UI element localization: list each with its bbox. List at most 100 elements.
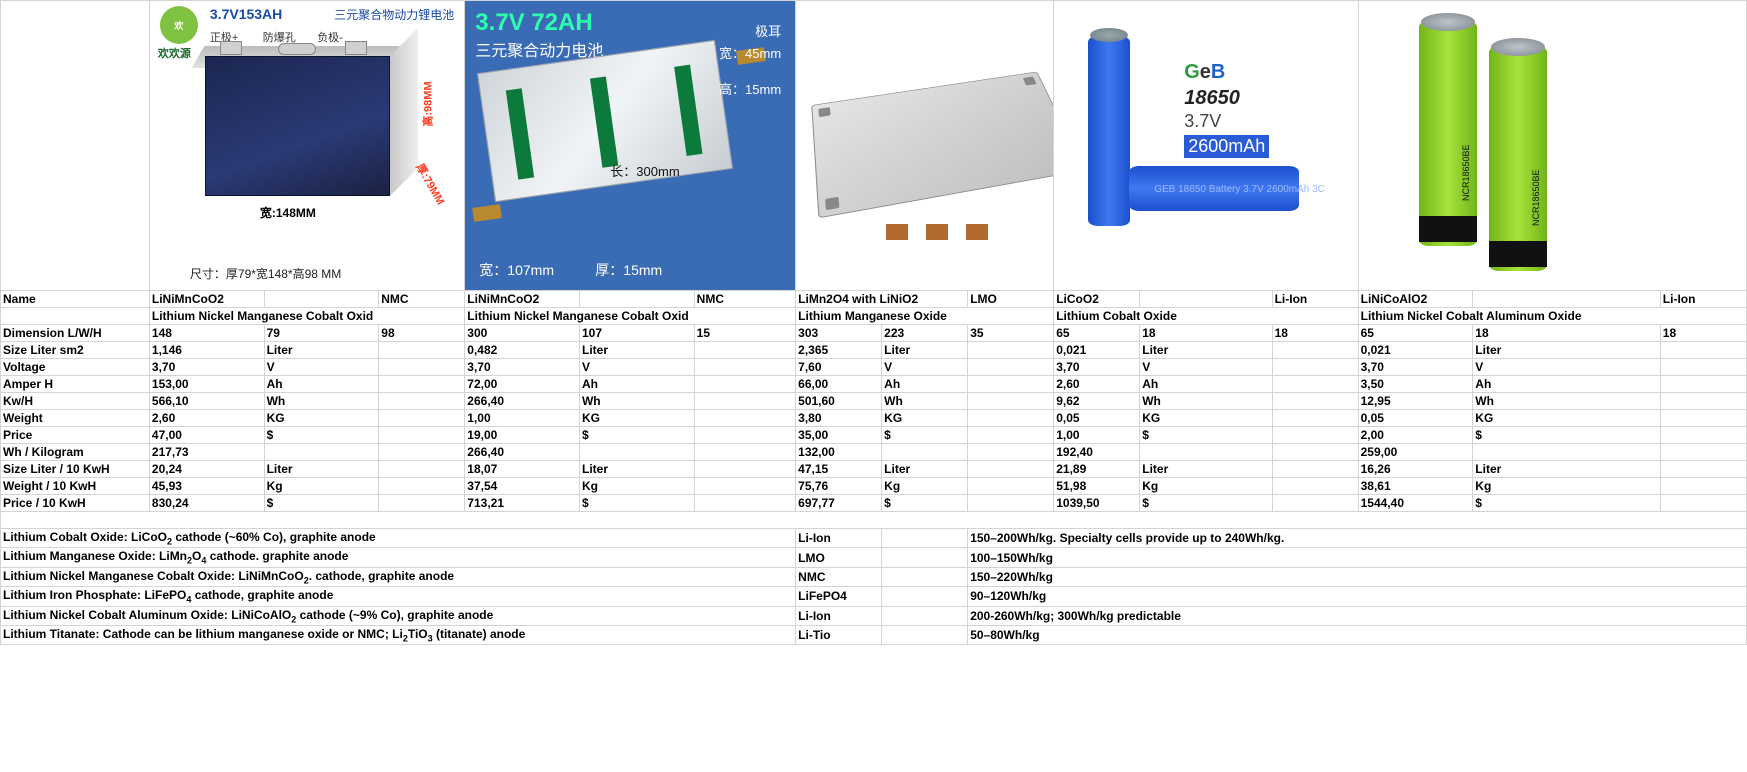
b2-ah-unit: Ah [882,376,968,393]
row-size: Size Liter sm21,146Liter0,482Liter2,365L… [1,342,1747,359]
b1-sl10: 18,07 [465,461,580,478]
p1-dim-h: 高:98MM [420,81,436,126]
b3-size-unit: Liter [1140,342,1272,359]
p1-title: 3.7V153AH [210,6,282,22]
b1-v-unit: V [579,359,694,376]
note-type-2: NMC [796,567,882,586]
b0-p10: 830,24 [149,495,264,512]
logo-text: 欢欢源 [158,45,191,61]
note-spec-3: 90–120Wh/kg [968,587,1747,606]
b4-kg-unit: KG [1473,410,1660,427]
b0-sl10-unit: Liter [264,461,379,478]
note-row-3: Lithium Iron Phosphate: LiFePO4 cathode,… [1,587,1747,606]
p4-cell-text: GEB 18650 Battery 3.7V 2600mAh 3C [1154,184,1325,195]
b1-kg-unit: KG [579,410,694,427]
b3-w10-unit: Kg [1140,478,1272,495]
b4-kg: 0,05 [1358,410,1473,427]
b3-w10: 51,98 [1054,478,1140,495]
b1-type: NMC [694,291,795,308]
b0-wh: 566,10 [149,393,264,410]
p2-foot-w: 宽：107mm [479,260,554,280]
b0-wh-unit: Wh [264,393,379,410]
row-price: Price47,00$19,00$35,00$1,00$2,00$ [1,427,1747,444]
b0-price-unit: $ [264,427,379,444]
note-spec-2: 150–220Wh/kg [968,567,1747,586]
b4-wh: 12,95 [1358,393,1473,410]
b1-chem: LiNiMnCoO2 [465,291,580,308]
b0-v-unit: V [264,359,379,376]
b4-p10: 1544,40 [1358,495,1473,512]
b4-ah: 3,50 [1358,376,1473,393]
row-w10: Weight / 10 KwH45,93Kg37,54Kg75,76Kg51,9… [1,478,1747,495]
p2-tab-h: 高：15mm [719,79,781,98]
b1-w10-unit: Kg [579,478,694,495]
note-row-5: Lithium Titanate: Cathode can be lithium… [1,625,1747,644]
note-desc-4: Lithium Nickel Cobalt Aluminum Oxide: Li… [1,606,796,625]
note-row-4: Lithium Nickel Cobalt Aluminum Oxide: Li… [1,606,1747,625]
b3-wh-unit: Wh [1140,393,1272,410]
b1-size: 0,482 [465,342,580,359]
b1-W: 107 [579,325,694,342]
logo-icon: 欢 [160,6,198,44]
b4-wh-unit: Wh [1473,393,1660,410]
b4-W: 18 [1473,325,1660,342]
b1-kg: 1,00 [465,410,580,427]
b2-size: 2,365 [796,342,882,359]
note-spec-4: 200-260Wh/kg; 300Wh/kg predictable [968,606,1747,625]
b0-price: 47,00 [149,427,264,444]
note-row-0: Lithium Cobalt Oxide: LiCoO2 cathode (~6… [1,529,1747,548]
p4-capacity: 2600mAh [1184,135,1269,158]
p5-label2: NCR18650BE [1531,169,1541,226]
row-weight: Weight2,60KG1,00KG3,80KG0,05KG0,05KG [1,410,1747,427]
p2-title: 3.7V 72AH [475,9,592,37]
b4-H: 18 [1660,325,1746,342]
b1-whkg: 266,40 [465,444,580,461]
b0-size: 1,146 [149,342,264,359]
p2-tab-w: 宽：45mm [719,43,781,62]
hdr-w10: Weight / 10 KwH [1,478,150,495]
b4-sl10: 16,26 [1358,461,1473,478]
b2-sl10-unit: Liter [882,461,968,478]
product-image-2: 3.7V 72AH 三元聚合动力电池 极耳 宽：45mm 高：15mm 长：30… [465,1,796,291]
b1-price-unit: $ [579,427,694,444]
b3-L: 65 [1054,325,1140,342]
b3-price: 1,00 [1054,427,1140,444]
hdr-sl10: Size Liter / 10 KwH [1,461,150,478]
row-chemfull: Lithium Nickel Manganese Cobalt Oxid Lit… [1,308,1747,325]
b4-p10-unit: $ [1473,495,1660,512]
hdr-name: Name [1,291,150,308]
b0-L: 148 [149,325,264,342]
b4-size-unit: Liter [1473,342,1660,359]
b0-p10-unit: $ [264,495,379,512]
b2-size-unit: Liter [882,342,968,359]
p5-label1: NCR18650BE [1461,144,1471,201]
b0-chem: LiNiMnCoO2 [149,291,264,308]
note-type-1: LMO [796,548,882,567]
b0-size-unit: Liter [264,342,379,359]
p2-tab-label: 极耳 [755,21,781,40]
b3-wh: 9,62 [1054,393,1140,410]
b2-w10: 75,76 [796,478,882,495]
b1-size-unit: Liter [579,342,694,359]
b1-chemfull: Lithium Nickel Manganese Cobalt Oxid [465,308,796,325]
b2-ah: 66,00 [796,376,882,393]
b3-sl10: 21,89 [1054,461,1140,478]
row-name: Name LiNiMnCoO2 NMC LiNiMnCoO2 NMC LiMn2… [1,291,1747,308]
note-row-2: Lithium Nickel Manganese Cobalt Oxide: L… [1,567,1747,586]
b4-type: Li-Ion [1660,291,1746,308]
b4-chem: LiNiCoAlO2 [1358,291,1473,308]
note-desc-5: Lithium Titanate: Cathode can be lithium… [1,625,796,644]
b4-L: 65 [1358,325,1473,342]
hdr-voltage: Voltage [1,359,150,376]
b4-price: 2,00 [1358,427,1473,444]
b4-whkg-unit [1473,444,1660,461]
b3-ah-unit: Ah [1140,376,1272,393]
p1-subtitle: 三元聚合物动力锂电池 [334,6,454,23]
b4-w10: 38,61 [1358,478,1473,495]
b1-H: 15 [694,325,795,342]
p2-foot-t: 厚：15mm [595,260,662,280]
b1-whkg-unit [579,444,694,461]
note-row-1: Lithium Manganese Oxide: LiMn2O4 cathode… [1,548,1747,567]
b3-v-unit: V [1140,359,1272,376]
b2-wh: 501,60 [796,393,882,410]
